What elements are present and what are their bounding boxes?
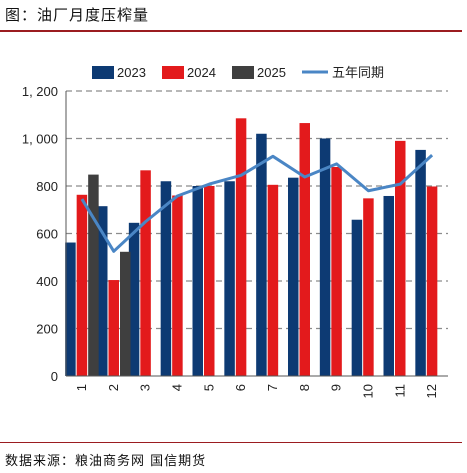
bar-2024: [299, 123, 310, 376]
line-五年同期: [80, 154, 434, 253]
bar-2023: [97, 206, 108, 376]
legend-label: 2025: [257, 65, 286, 80]
bar-2024: [172, 195, 183, 376]
bar-2024: [140, 170, 151, 376]
legend-label: 2024: [187, 65, 216, 80]
x-tick-label: 3: [138, 384, 153, 391]
legend-swatch-2025: [232, 66, 254, 79]
bar-2024: [235, 118, 247, 376]
bar-2024: [267, 184, 279, 376]
bar-2023: [256, 133, 267, 376]
bar-2024: [363, 198, 374, 376]
y-tick-label: 1, 200: [22, 84, 58, 99]
bar-2024: [395, 140, 406, 376]
bars: [65, 118, 438, 376]
x-tick-label: 2: [106, 384, 121, 391]
bar-2023: [192, 186, 203, 376]
legend-label: 2023: [117, 65, 146, 80]
x-tick-label: 5: [201, 384, 216, 391]
x-tick-label: 8: [297, 384, 312, 391]
axes: [65, 91, 448, 377]
x-tick-label: 6: [233, 384, 248, 391]
x-tick-label: 9: [329, 384, 344, 391]
bar-2023: [128, 222, 140, 376]
x-tick-label: 12: [424, 384, 439, 398]
figure-title: 图：油厂月度压榨量: [5, 6, 150, 24]
bar-2023: [383, 195, 394, 376]
bar-2023: [224, 181, 235, 376]
y-tick-label: 0: [51, 369, 58, 384]
x-tick-label: 10: [360, 384, 375, 398]
bar-2023: [65, 242, 76, 376]
x-tick-label: 4: [169, 384, 184, 391]
y-tick-label: 1, 000: [22, 132, 58, 147]
legend-swatch-2023: [92, 66, 114, 79]
legend-swatch-2024: [162, 66, 184, 79]
bar-2024: [331, 167, 342, 376]
y-tick-label: 400: [36, 274, 58, 289]
bar-2023: [288, 177, 299, 376]
x-tick-label: 11: [392, 384, 407, 398]
bottom-rule: [0, 442, 462, 443]
bar-2024: [76, 194, 88, 376]
bar-2023: [351, 219, 363, 376]
line-series: [80, 154, 434, 253]
y-tick-labels: 0 200 400 600 800 1, 000 1, 200: [22, 84, 58, 384]
bar-2024: [426, 186, 438, 376]
y-tick-label: 800: [36, 179, 58, 194]
bar-2023: [160, 181, 172, 376]
bar-2025: [120, 251, 131, 376]
bar-2024: [204, 186, 215, 376]
bar-2023: [319, 138, 331, 376]
x-tick-label: 1: [74, 384, 89, 391]
bar-2024: [108, 280, 119, 376]
y-tick-label: 600: [36, 227, 58, 242]
legend: 2023 2024 2025 五年同期: [92, 65, 384, 81]
y-tick-label: 200: [36, 322, 58, 337]
x-tick-labels: 1 2 3 4 5 6 7 8 9 10 11 12: [74, 384, 439, 398]
top-rule: [0, 30, 462, 32]
legend-label: 五年同期: [332, 66, 384, 81]
bar-2025: [88, 174, 99, 376]
source-note: 数据来源：粮油商务网 国信期货: [5, 454, 207, 469]
bar-2023: [415, 149, 426, 376]
x-tick-label: 7: [265, 384, 280, 391]
